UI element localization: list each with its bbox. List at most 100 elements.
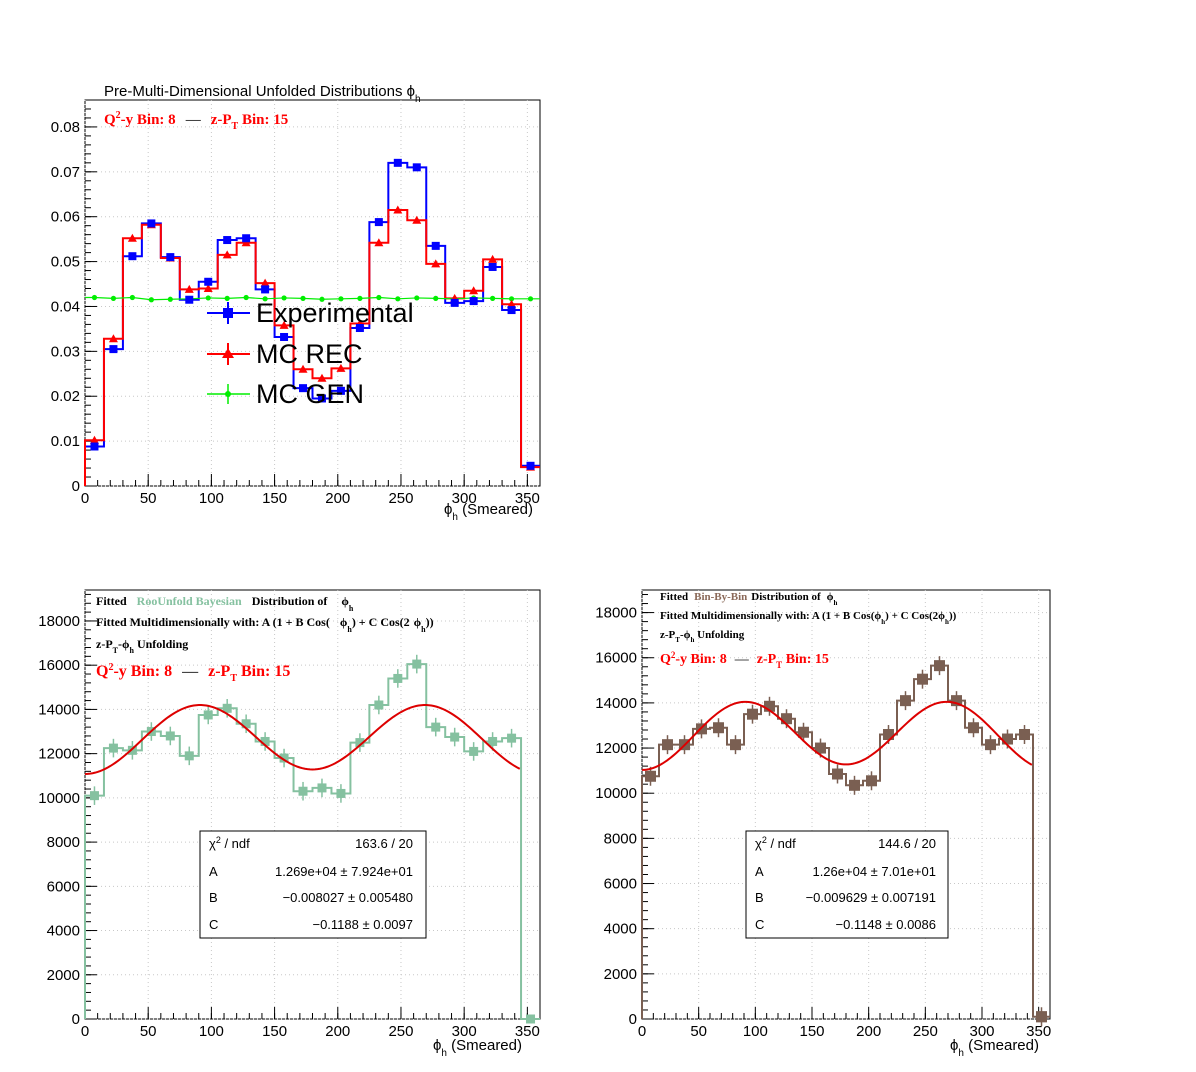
y-tick-label: 14000: [38, 701, 80, 718]
histogram-line: [84, 663, 540, 1020]
unfolded-point: [526, 1014, 536, 1024]
x-tick-label: 100: [199, 490, 224, 507]
x-tick-label: 50: [140, 1023, 157, 1040]
mc-gen-point: [527, 296, 534, 302]
stats-param-name: B: [755, 890, 764, 905]
title-line-1: Fitted Bin-By-Bin Distribution of ϕh: [660, 591, 838, 607]
y-tick-label: 6000: [604, 876, 637, 893]
x-tick-label: 100: [743, 1023, 768, 1040]
stats-param-value: −0.1148 ± 0.0086: [835, 917, 936, 932]
plot-marks: [84, 654, 540, 1024]
title-line-1: Fitted RooUnfold Bayesian Distribution of ϕ…: [96, 594, 354, 613]
y-tick-label: 0.08: [51, 119, 80, 136]
axis-ticks: 0 50 100 150 200 250 300 350 0 2000 4000 6000 8000 10…: [38, 593, 541, 1040]
unfolded-point: [815, 742, 826, 754]
mc-rec-point: [412, 215, 422, 224]
x-tick-label: 0: [81, 1023, 89, 1040]
mc-rec-point: [279, 320, 289, 329]
y-tick-label: 16000: [38, 657, 80, 674]
unfolded-point: [488, 736, 498, 746]
mc-gen-point: [110, 295, 117, 301]
unfolded-point: [431, 722, 441, 732]
unfolded-point: [260, 736, 270, 746]
unfolded-point: [165, 731, 175, 741]
mc-rec-point: [127, 233, 137, 242]
mc-rec-point: [393, 205, 403, 214]
mc-gen-point: [395, 296, 401, 302]
unfolded-point: [393, 673, 403, 683]
stats-param-value: 1.26e+04 ± 7.01e+01: [812, 864, 936, 879]
experimental-point: [336, 386, 345, 395]
y-tick-label: 6000: [47, 878, 80, 895]
unfolded-point: [662, 739, 673, 751]
legend-label: MC REC: [256, 339, 363, 369]
unfolded-point: [900, 695, 911, 707]
unfolded-point: [747, 708, 758, 720]
panel-bottom-left: 0 50 100 150 200 250 300 350 0 2000 4000 6000 8000 10…: [38, 589, 541, 1059]
legend: Experimental MC REC MC GEN: [207, 298, 414, 409]
y-tick-label: 0.01: [51, 433, 80, 450]
experimental-point: [526, 461, 535, 470]
fit-stats-box: χ2 / ndf 144.6 / 20 A 1.26e+04 ± 7.01e+0…: [745, 830, 949, 939]
experimental-point: [355, 324, 364, 333]
mc-gen-point: [433, 295, 439, 301]
x-tick-label: 50: [140, 490, 157, 507]
fit-stats-box: χ2 / ndf 163.6 / 20 A 1.269e+04 ± 7.924e…: [199, 830, 427, 939]
stats-param-name: B: [209, 890, 218, 905]
unfolded-point: [883, 729, 894, 741]
bin-annotation: Q2-y Bin: 8— z-PT Bin: 15: [660, 650, 829, 670]
legend-label: Experimental: [256, 298, 414, 328]
y-tick-label: 12000: [595, 740, 637, 757]
x-tick-label: 150: [262, 490, 287, 507]
experimental-point: [242, 234, 251, 243]
stats-param-name: A: [755, 864, 764, 879]
unfolded-point: [730, 739, 741, 751]
title-line-2: Fitted Multidimensionally with: A (1 + B…: [96, 615, 434, 634]
experimental-point: [280, 332, 289, 341]
unfolded-point: [934, 660, 945, 672]
mc-gen-point: [338, 296, 344, 302]
x-tick-label: 300: [452, 490, 477, 507]
chart-title-block: Fitted RooUnfold Bayesian Distribution of ϕ…: [96, 594, 434, 655]
x-tick-label: 150: [262, 1023, 287, 1040]
stats-param-value: −0.1188 ± 0.0097: [312, 917, 413, 932]
mc-rec-point: [222, 250, 232, 259]
bin-annotation: Q2-y Bin: 8— z-PT Bin: 15: [96, 662, 290, 684]
series-experimental-line: [84, 161, 540, 486]
unfolded-point: [985, 739, 996, 751]
x-tick-label: 350: [515, 490, 540, 507]
y-tick-label: 16000: [595, 650, 637, 667]
unfolded-point: [832, 768, 843, 780]
stats-param-name: C: [755, 917, 764, 932]
chart-title-block: Fitted Bin-By-Bin Distribution of ϕh Fitted…: [660, 591, 957, 644]
legend-entry-mc-rec: MC REC: [207, 339, 363, 369]
unfolded-point: [450, 732, 460, 742]
title-line-3: z-PT-ϕh Unfolding: [96, 637, 188, 655]
legend-label: MC GEN: [256, 379, 364, 409]
title-line-2: Fitted Multidimensionally with: A (1 + B…: [660, 610, 957, 626]
experimental-point: [431, 241, 440, 250]
mc-gen-point: [414, 295, 420, 301]
x-tick-label: 100: [199, 1023, 224, 1040]
stats-param-value: 1.269e+04 ± 7.924e+01: [275, 864, 413, 879]
title-line-3: z-PT-ϕh Unfolding: [660, 629, 745, 644]
mc-gen-point: [490, 295, 496, 301]
stats-chi2-value: 144.6 / 20: [878, 836, 936, 851]
mc-rec-point: [336, 363, 346, 372]
unfolded-point: [849, 779, 860, 791]
stats-param-value: −0.008027 ± 0.005480: [283, 890, 413, 905]
experimental-point: [374, 218, 383, 227]
panel-bottom-right: 0 50 100 150 200 250 300 350 0 2000 4000 6000 8000 10…: [595, 589, 1051, 1059]
x-tick-label: 250: [388, 490, 413, 507]
plot-marks: [641, 656, 1050, 1027]
x-tick-label: 250: [913, 1023, 938, 1040]
experimental-point: [128, 252, 137, 261]
unfolded-point: [279, 753, 289, 763]
unfolded-point: [374, 700, 384, 710]
mc-rec-point: [298, 364, 308, 373]
panel-top-left: 0 50 100 150 200 250 300 350 0 0.01 0.02 0.03 0.04 0.…: [51, 83, 541, 523]
unfolded-point: [917, 673, 928, 685]
unfolded-point: [298, 786, 308, 796]
experimental-point: [507, 306, 516, 315]
